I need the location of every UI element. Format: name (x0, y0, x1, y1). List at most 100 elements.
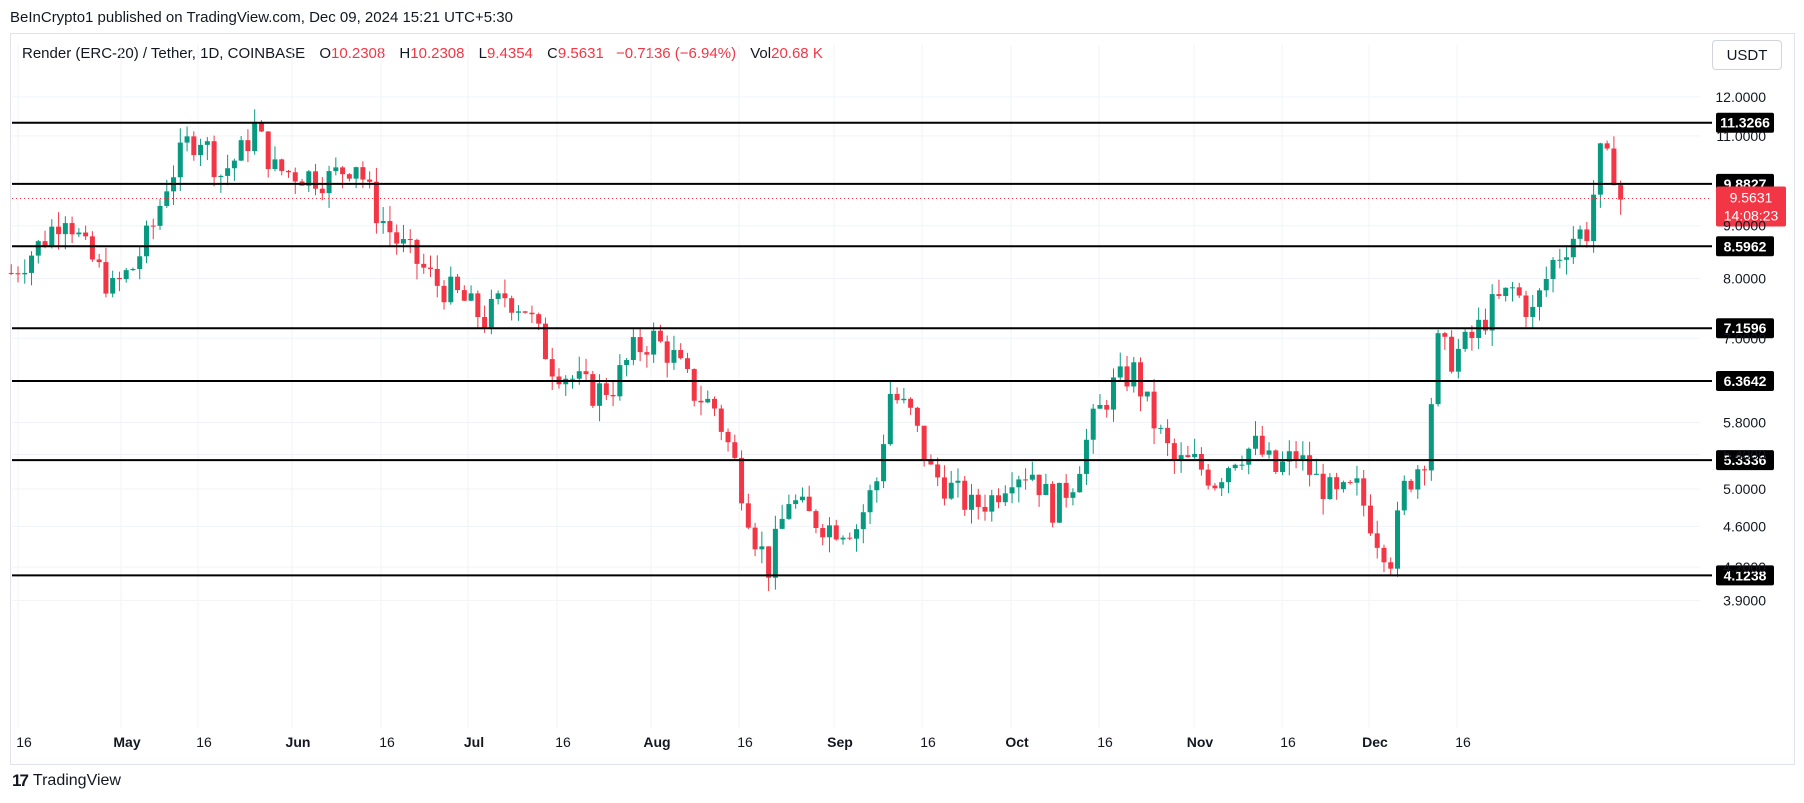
candle-body (1374, 533, 1380, 548)
candle-body (1110, 377, 1116, 410)
candle-body (887, 393, 893, 445)
symbol-label[interactable]: Render (ERC-20) / Tether, 1D, COINBASE (22, 45, 306, 62)
candle-body (1131, 362, 1137, 387)
high-value: 10.2308 (410, 45, 465, 62)
candle-body (157, 205, 163, 226)
candle-body (15, 273, 21, 275)
candle-body (1577, 229, 1583, 239)
candle-body (624, 360, 630, 366)
y-tick-label: 7.0000 (1723, 330, 1766, 346)
candle-body (1509, 287, 1515, 289)
candle-body (1340, 482, 1346, 490)
ohlc-legend: Render (ERC-20) / Tether, 1D, COINBASE O… (22, 45, 823, 62)
axis-layer: 12.0000 11.0000 9.0000 8.0000 7.0000 5.8000 5.… (16, 89, 1766, 750)
candle-body (1591, 194, 1597, 242)
candle-body (1537, 290, 1543, 307)
candle-body (1543, 278, 1549, 291)
candle-body (833, 525, 839, 540)
candle-body (22, 272, 28, 275)
candle-body (1083, 439, 1089, 474)
candle-body (996, 495, 1002, 503)
candle-body (211, 141, 217, 178)
candle-body (549, 359, 555, 377)
candle-body (610, 394, 616, 397)
candle-body (542, 323, 548, 360)
y-tick-label: 12.0000 (1715, 89, 1766, 105)
tradingview-logo[interactable]: 17 TradingView (12, 771, 121, 791)
candle-body (786, 504, 792, 519)
chart-frame (10, 33, 1795, 765)
candle-body (914, 407, 920, 426)
candle-body (1388, 562, 1394, 569)
candle-body (1408, 480, 1414, 490)
candle-body (225, 168, 231, 176)
candle-body (1503, 287, 1509, 297)
candle-body (143, 225, 149, 257)
candle-body (583, 371, 589, 375)
candle-body (1469, 331, 1475, 338)
candle-body (1307, 455, 1313, 475)
tradingview-logo-mark: 17 (12, 771, 29, 790)
open-value: 10.2308 (331, 45, 386, 62)
candle-body (908, 398, 914, 408)
candle-body (1050, 483, 1056, 523)
candle-body (8, 272, 14, 274)
candle-body (177, 142, 183, 178)
level-badge (1716, 112, 1774, 133)
candle-body (657, 330, 663, 342)
candle-body (461, 290, 467, 301)
candle-body (1151, 391, 1157, 429)
level-label: 5.3336 (1724, 452, 1767, 468)
y-tick-label: 5.4000 (1723, 447, 1766, 463)
candle-body (326, 171, 332, 194)
candle-body (1219, 482, 1225, 489)
candle-body (191, 136, 197, 156)
candle-body (265, 131, 271, 170)
candle-body (1185, 455, 1191, 458)
candle-body (49, 226, 55, 246)
candle-body (455, 276, 461, 291)
candle-body (69, 223, 75, 235)
candle-body (766, 546, 772, 578)
candle-body (346, 174, 352, 179)
candle-body (935, 464, 941, 478)
change-value: −0.7136 (−6.94%) (615, 45, 737, 62)
candle-body (1516, 287, 1522, 296)
candle-body (488, 298, 494, 328)
candle-body (313, 171, 319, 189)
candle-body (968, 494, 974, 510)
level-badge (1716, 370, 1774, 391)
candle-body (29, 255, 35, 273)
candle-body (231, 160, 237, 169)
candle-body (333, 167, 339, 172)
candle-body (712, 398, 718, 409)
candle-body (380, 221, 386, 224)
candle-body (806, 496, 812, 512)
candle-body (1367, 505, 1373, 534)
currency-button[interactable]: USDT (1712, 40, 1782, 70)
candle-body (1286, 451, 1292, 462)
candle-body (83, 232, 89, 237)
y-tick-label: 5.8000 (1723, 415, 1766, 431)
tradingview-brand: TradingView (32, 772, 121, 789)
candle-body (1097, 405, 1103, 409)
candle-body (137, 256, 143, 269)
candle-body (1449, 336, 1455, 372)
candle-body (89, 236, 95, 260)
candle-body (1442, 333, 1448, 337)
level-label: 6.3642 (1724, 373, 1767, 389)
y-tick-label: 3.9000 (1723, 592, 1766, 608)
candle-body (184, 136, 190, 143)
candle-body (164, 191, 170, 206)
candle-body (1604, 143, 1610, 149)
candle-body (597, 383, 603, 406)
candle-body (1124, 366, 1130, 387)
candle-body (772, 528, 778, 578)
candle-body (799, 496, 805, 501)
candle-body (428, 267, 433, 269)
candle-body (1205, 469, 1211, 486)
candle-body (1090, 408, 1096, 440)
candle-body (1117, 366, 1123, 378)
candle-body (56, 226, 62, 235)
